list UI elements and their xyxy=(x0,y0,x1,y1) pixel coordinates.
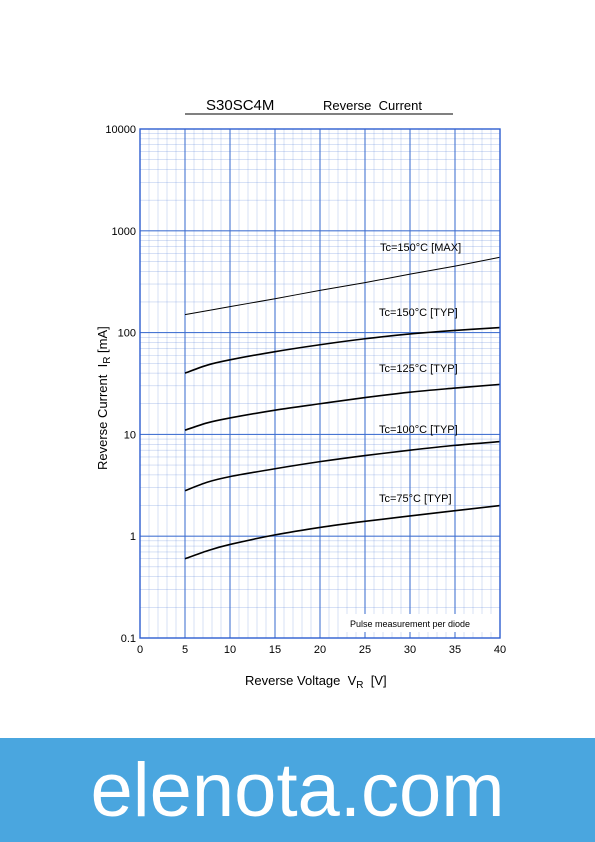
y-axis-label-main: Reverse Current I xyxy=(95,364,110,470)
watermark-banner: elenota.com xyxy=(0,738,595,842)
series-line-1 xyxy=(184,256,501,316)
y-axis-label: Reverse Current IR [mA] xyxy=(95,326,113,470)
series-label-5: Tc=75°C [TYP] xyxy=(379,493,452,505)
reverse-current-chart: S30SC4M Reverse Current 0 5 10 15 20 25 30 35 40… xyxy=(95,97,506,691)
x-tick-label: 25 xyxy=(359,644,371,656)
y-axis-label-sub: R xyxy=(102,357,113,364)
series-labels: Tc=150°C [MAX] Tc=150°C [TYP] Tc=125°C [TY… xyxy=(379,242,461,505)
series-line-3 xyxy=(184,383,501,431)
series-lines xyxy=(184,256,501,560)
x-tick-label: 20 xyxy=(314,644,326,656)
watermark-text: elenota.com xyxy=(90,748,505,833)
series-line-2 xyxy=(184,326,501,374)
x-tick-label: 30 xyxy=(404,644,416,656)
series-label-1: Tc=150°C [MAX] xyxy=(380,242,461,254)
x-axis-label-unit: [V] xyxy=(364,673,387,688)
series-label-2: Tc=150°C [TYP] xyxy=(379,307,458,319)
y-tick-label: 1000 xyxy=(112,226,136,238)
x-axis-label-sub: R xyxy=(356,680,363,691)
series-label-3: Tc=125°C [TYP] xyxy=(379,363,458,375)
x-tick-label: 35 xyxy=(449,644,461,656)
x-axis-label-main: Reverse Voltage V xyxy=(245,673,357,688)
tick-labels: 0 5 10 15 20 25 30 35 40 0.1 1 10 100 1000 10000 xyxy=(105,124,506,656)
y-tick-label: 100 xyxy=(118,328,136,340)
y-tick-label: 10000 xyxy=(105,124,136,136)
y-tick-label: 10 xyxy=(124,429,136,441)
y-tick-label: 0.1 xyxy=(121,633,136,645)
series-line-4 xyxy=(184,440,501,492)
grid xyxy=(140,129,500,638)
chart-title: S30SC4M xyxy=(206,97,274,114)
series-label-4: Tc=100°C [TYP] xyxy=(379,424,458,436)
x-tick-label: 10 xyxy=(224,644,236,656)
y-tick-label: 1 xyxy=(130,531,136,543)
plot-frame xyxy=(139,128,501,639)
x-tick-label: 0 xyxy=(137,644,143,656)
x-axis-label: Reverse Voltage VR [V] xyxy=(245,673,387,691)
x-tick-label: 5 xyxy=(182,644,188,656)
note-box xyxy=(346,614,494,632)
chart-subtitle: Reverse Current xyxy=(323,98,422,113)
note-text: Pulse measurement per diode xyxy=(350,619,470,629)
x-tick-label: 15 xyxy=(269,644,281,656)
y-axis-label-unit: [mA] xyxy=(95,326,110,356)
series-line-5 xyxy=(184,504,501,560)
x-tick-label: 40 xyxy=(494,644,506,656)
